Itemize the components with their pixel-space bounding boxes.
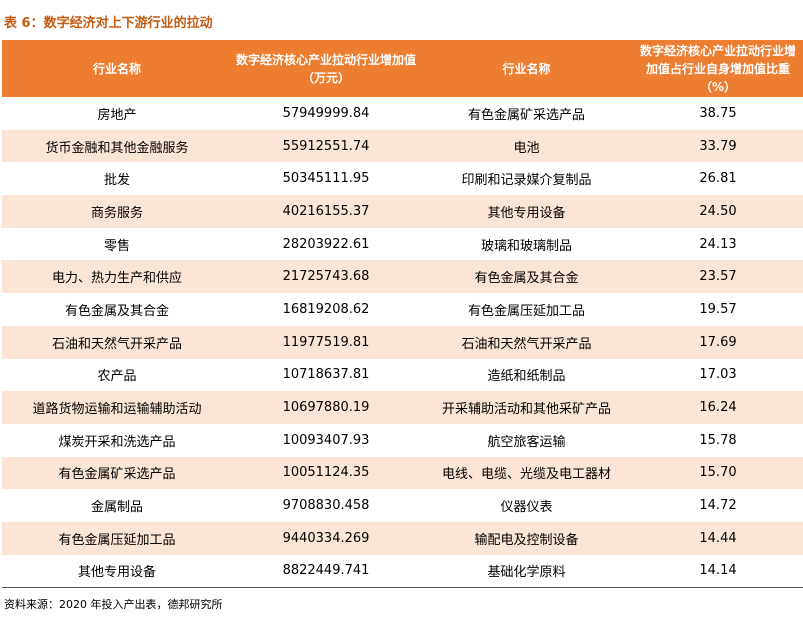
table-title: 表 6：数字经济对上下游行业的拉动	[4, 16, 213, 31]
table-cell: 40216155.37	[232, 195, 420, 228]
table-cell: 基础化学原料	[487, 565, 566, 581]
table-cell: 9440334.269	[232, 521, 420, 555]
table-cell: 煤炭开采和洗选产品	[58, 434, 176, 450]
table-row: 有色金属矿采选产品 10051124.35 电线、电缆、光缆及电工器材 15.70	[2, 456, 803, 490]
table-row: 零售 28203922.61 玻璃和玻璃制品 24.13	[2, 228, 803, 261]
table-cell: 其他专用设备	[77, 565, 156, 581]
table-cell: 有色金属矿采选产品	[2, 456, 232, 490]
table-cell: 15.70	[633, 456, 803, 490]
table-row: 其他专用设备 8822449.741 基础化学原料 14.14	[2, 555, 803, 588]
table-cell: 房地产	[97, 107, 137, 123]
header-cell: 行业名称	[420, 40, 633, 97]
table-cell: 石油和天然气开采产品	[420, 325, 633, 359]
table-cell: 10718637.81	[282, 367, 370, 383]
table-row: 电力、热力生产和供应 21725743.68 有色金属及其合金 23.57	[2, 260, 803, 294]
table-cell: 17.03	[699, 367, 737, 383]
table-cell: 农产品	[97, 369, 137, 385]
table-cell: 10697880.19	[232, 391, 420, 424]
header-cell: 数字经济核心产业拉动行业增加值（万元）	[232, 40, 420, 97]
table-cell: 有色金属及其合金	[420, 260, 633, 294]
table-cell: 55912551.74	[232, 129, 420, 163]
table-row: 石油和天然气开采产品 11977519.81 石油和天然气开采产品 17.69	[2, 325, 803, 359]
table-cell: 有色金属压延加工品	[467, 303, 585, 319]
table-cell: 有色金属及其合金	[64, 303, 169, 319]
table-cell: 开采辅助活动和其他采矿产品	[420, 391, 633, 424]
table-row: 批发 50345111.95 印刷和记录媒介复制品 26.81	[2, 162, 803, 195]
table-row: 道路货物运输和运输辅助活动 10697880.19 开采辅助活动和其他采矿产品 16.…	[2, 391, 803, 424]
table-cell: 38.75	[699, 105, 737, 121]
table-cell: 有色金属矿采选产品	[467, 107, 585, 123]
table-cell: 批发	[103, 173, 130, 189]
table-cell: 有色金属压延加工品	[2, 521, 232, 555]
table-cell: 电池	[420, 129, 633, 163]
table-cell: 57949999.84	[282, 105, 370, 121]
table-cell: 14.44	[633, 521, 803, 555]
table-cell: 17.69	[633, 325, 803, 359]
header-row: 行业名称 数字经济核心产业拉动行业增加值（万元） 行业名称 数字经济核心产业拉动行业增…	[2, 40, 803, 97]
table-cell: 26.81	[699, 171, 737, 187]
table-cell: 电线、电缆、光缆及电工器材	[420, 456, 633, 490]
table-cell: 16.24	[633, 391, 803, 424]
table-cell: 输配电及控制设备	[420, 521, 633, 555]
table-cell: 航空旅客运输	[487, 434, 566, 450]
table-cell: 商务服务	[2, 195, 232, 228]
table-cell: 14.14	[699, 563, 737, 579]
table-row: 商务服务 40216155.37 其他专用设备 24.50	[2, 195, 803, 228]
header-cell: 数字经济核心产业拉动行业增加值占行业自身增加值比重（%）	[633, 40, 803, 97]
table-cell: 电力、热力生产和供应	[2, 260, 232, 294]
table-cell: 10051124.35	[232, 456, 420, 490]
table-cell: 玻璃和玻璃制品	[480, 238, 572, 254]
table-cell: 24.13	[699, 236, 737, 252]
table-cell: 仪器仪表	[500, 500, 553, 516]
table-cell: 其他专用设备	[420, 195, 633, 228]
table-cell: 道路货物运输和运输辅助活动	[2, 391, 232, 424]
table-cell: 19.57	[699, 301, 737, 317]
table-cell: 8822449.741	[282, 563, 370, 579]
table-row: 金属制品 9708830.458 仪器仪表 14.72	[2, 489, 803, 522]
table-cell: 9708830.458	[282, 498, 370, 514]
table-row: 货币金融和其他金融服务 55912551.74 电池 33.79	[2, 129, 803, 163]
table-cell: 50345111.95	[282, 171, 370, 187]
table-cell: 11977519.81	[232, 325, 420, 359]
table-cell: 零售	[103, 238, 130, 254]
table-cell: 28203922.61	[282, 236, 370, 252]
table-row: 煤炭开采和洗选产品 10093407.93 航空旅客运输 15.78	[2, 424, 803, 457]
table-row: 农产品 10718637.81 造纸和纸制品 17.03	[2, 359, 803, 392]
header-cell: 行业名称	[2, 40, 232, 97]
table-cell: 石油和天然气开采产品	[2, 325, 232, 359]
source-note: 资料来源：2020 年投入产出表，德邦研究所	[4, 598, 223, 611]
table-cell: 15.78	[699, 432, 737, 448]
table-body: 房地产 57949999.84 有色金属矿采选产品 38.75 货币金融和其他金融服务 5…	[2, 97, 803, 588]
table-cell: 21725743.68	[232, 260, 420, 294]
table-row: 有色金属及其合金 16819208.62 有色金属压延加工品 19.57	[2, 293, 803, 326]
table-row: 有色金属压延加工品 9440334.269 输配电及控制设备 14.44	[2, 521, 803, 555]
table-row: 房地产 57949999.84 有色金属矿采选产品 38.75	[2, 97, 803, 130]
table-cell: 23.57	[633, 260, 803, 294]
table-cell: 造纸和纸制品	[487, 369, 566, 385]
data-table: 行业名称 数字经济核心产业拉动行业增加值（万元） 行业名称 数字经济核心产业拉动行业增…	[2, 40, 803, 589]
table-cell: 印刷和记录媒介复制品	[461, 173, 592, 189]
table-cell: 24.50	[633, 195, 803, 228]
table-cell: 16819208.62	[282, 301, 370, 317]
table-cell: 货币金融和其他金融服务	[2, 129, 232, 163]
table-cell: 10093407.93	[282, 432, 370, 448]
table-cell: 33.79	[633, 129, 803, 163]
table-cell: 14.72	[699, 498, 737, 514]
table-cell: 金属制品	[90, 500, 143, 516]
